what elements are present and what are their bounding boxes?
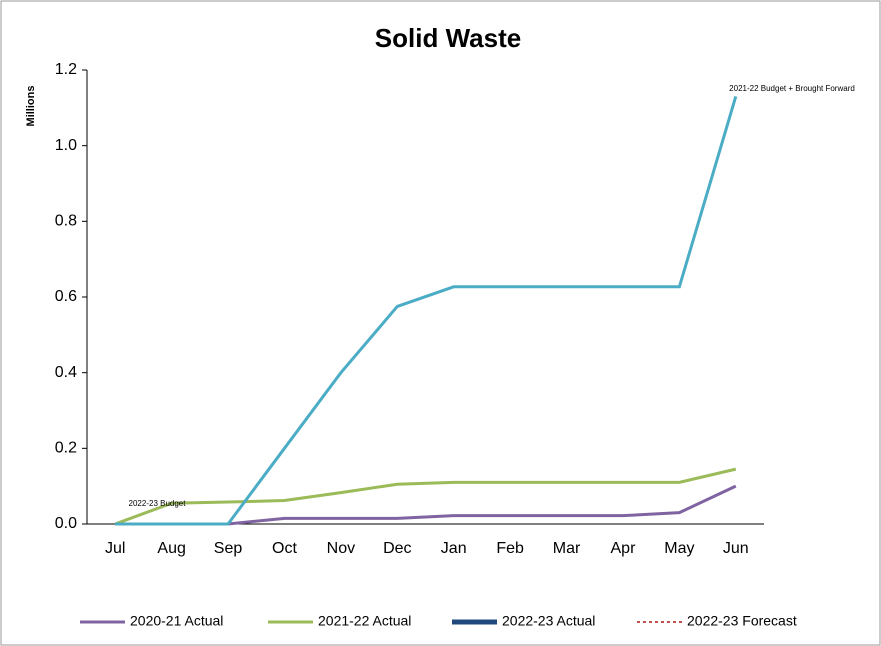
series-line	[115, 96, 738, 526]
legend-label: 2022-23 Forecast	[687, 613, 797, 629]
legend-label: 2020-21 Actual	[130, 613, 223, 629]
annotation: 2022-23 Budget	[128, 499, 186, 508]
x-tick-label: Jun	[723, 540, 749, 557]
chart-title: Solid Waste	[375, 23, 521, 53]
legend-label: 2021-22 Actual	[318, 613, 411, 629]
y-axis-label: Millions	[25, 86, 37, 127]
y-tick-label: 0.8	[55, 213, 77, 230]
y-tick-label: 1.0	[55, 137, 77, 154]
annotation: 2021-22 Budget + Brought Forward	[729, 84, 855, 93]
y-tick-label: 0.0	[55, 515, 77, 532]
x-tick-label: Dec	[383, 540, 411, 557]
x-tick-label: Jan	[441, 540, 467, 557]
x-tick-label: Jul	[105, 540, 125, 557]
legend-label: 2022-23 Actual	[502, 613, 595, 629]
x-tick-label: Apr	[611, 540, 637, 557]
y-tick-label: 0.4	[55, 364, 77, 381]
y-tick-label: 0.6	[55, 288, 77, 305]
y-tick-label: 0.2	[55, 440, 77, 457]
series-line	[114, 467, 737, 526]
x-tick-label: Sep	[214, 540, 243, 557]
x-tick-label: Aug	[157, 540, 185, 557]
x-tick-label: Nov	[327, 540, 355, 557]
y-tick-label: 1.2	[55, 61, 77, 78]
x-tick-label: Oct	[272, 540, 297, 557]
x-tick-label: May	[664, 540, 694, 557]
x-tick-label: Mar	[553, 540, 581, 557]
x-tick-label: Feb	[496, 540, 524, 557]
